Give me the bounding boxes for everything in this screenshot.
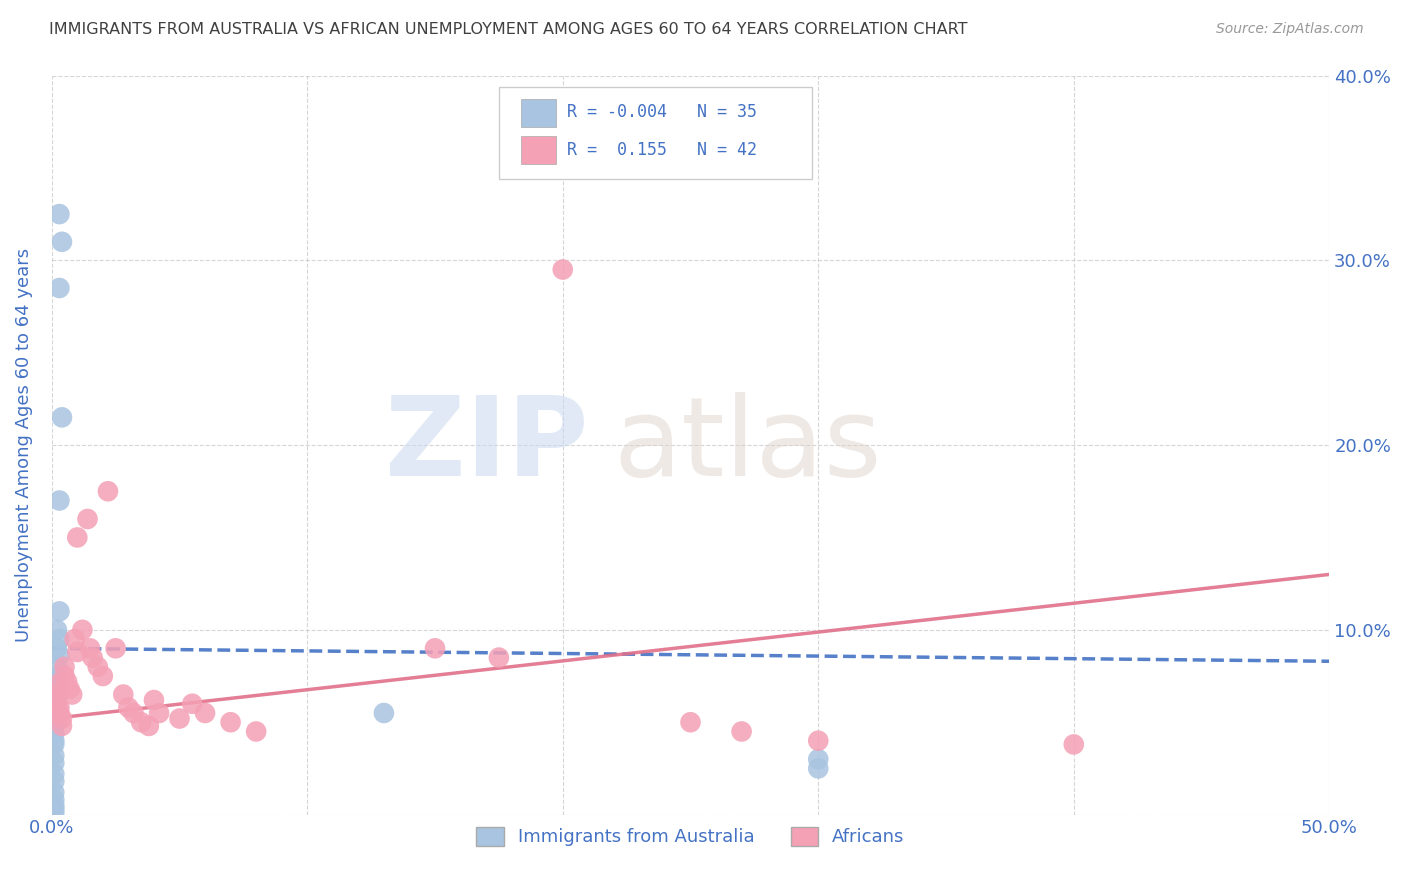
Text: R = -0.004   N = 35: R = -0.004 N = 35 xyxy=(567,103,756,121)
Point xyxy=(44,738,66,752)
Point xyxy=(48,604,70,618)
Point xyxy=(44,805,66,820)
Point xyxy=(44,678,66,692)
Point xyxy=(60,688,83,702)
FancyBboxPatch shape xyxy=(499,87,811,179)
Point xyxy=(91,669,114,683)
Point xyxy=(181,697,204,711)
Point xyxy=(87,660,110,674)
Point xyxy=(142,693,165,707)
Point xyxy=(169,712,191,726)
Point xyxy=(679,715,702,730)
Point xyxy=(45,688,67,702)
Point xyxy=(48,493,70,508)
Point xyxy=(45,641,67,656)
Point xyxy=(72,623,94,637)
Point xyxy=(1063,738,1085,752)
Point xyxy=(807,761,830,775)
Point xyxy=(63,632,86,646)
Point xyxy=(79,641,101,656)
Text: R =  0.155   N = 42: R = 0.155 N = 42 xyxy=(567,141,756,159)
Point xyxy=(45,623,67,637)
Point xyxy=(807,752,830,766)
Point xyxy=(117,700,139,714)
Point xyxy=(194,706,217,720)
Point xyxy=(45,700,67,714)
Point xyxy=(66,645,89,659)
Point xyxy=(82,650,104,665)
Point xyxy=(56,674,79,689)
Point xyxy=(51,235,73,249)
Point xyxy=(807,733,830,747)
Point xyxy=(48,281,70,295)
Point xyxy=(45,706,67,720)
Point xyxy=(45,669,67,683)
Point xyxy=(44,793,66,807)
Point xyxy=(730,724,752,739)
Point xyxy=(44,802,66,816)
Point xyxy=(44,719,66,733)
Point xyxy=(44,756,66,770)
Point xyxy=(423,641,446,656)
Text: Source: ZipAtlas.com: Source: ZipAtlas.com xyxy=(1216,22,1364,37)
Point xyxy=(48,700,70,714)
Point xyxy=(44,767,66,781)
Y-axis label: Unemployment Among Ages 60 to 64 years: Unemployment Among Ages 60 to 64 years xyxy=(15,248,32,642)
Point xyxy=(44,785,66,799)
Point xyxy=(245,724,267,739)
Point xyxy=(129,715,152,730)
Point xyxy=(51,410,73,425)
Point xyxy=(551,262,574,277)
Point xyxy=(488,650,510,665)
Text: IMMIGRANTS FROM AUSTRALIA VS AFRICAN UNEMPLOYMENT AMONG AGES 60 TO 64 YEARS CORR: IMMIGRANTS FROM AUSTRALIA VS AFRICAN UNE… xyxy=(49,22,967,37)
Point xyxy=(112,688,135,702)
Point xyxy=(45,681,67,696)
Point xyxy=(48,648,70,663)
Point xyxy=(48,706,70,720)
Point xyxy=(51,719,73,733)
Point xyxy=(44,748,66,763)
Point xyxy=(44,798,66,813)
Point xyxy=(45,674,67,689)
FancyBboxPatch shape xyxy=(520,99,557,128)
Point xyxy=(76,512,98,526)
Point xyxy=(45,693,67,707)
Point xyxy=(138,719,160,733)
Point xyxy=(44,712,66,726)
Text: atlas: atlas xyxy=(614,392,883,499)
Point xyxy=(53,669,76,683)
Point xyxy=(45,697,67,711)
Point xyxy=(44,726,66,740)
Point xyxy=(66,531,89,545)
Point xyxy=(373,706,395,720)
Point xyxy=(104,641,127,656)
FancyBboxPatch shape xyxy=(520,136,557,164)
Point xyxy=(53,660,76,674)
Point xyxy=(59,681,82,696)
Point xyxy=(148,706,170,720)
Point xyxy=(44,733,66,747)
Point xyxy=(219,715,242,730)
Point xyxy=(48,632,70,646)
Point xyxy=(48,207,70,221)
Point xyxy=(51,712,73,726)
Legend: Immigrants from Australia, Africans: Immigrants from Australia, Africans xyxy=(470,820,912,854)
Point xyxy=(45,688,67,702)
Point xyxy=(44,774,66,789)
Point xyxy=(45,660,67,674)
Point xyxy=(122,706,145,720)
Text: ZIP: ZIP xyxy=(385,392,588,499)
Point xyxy=(97,484,120,499)
